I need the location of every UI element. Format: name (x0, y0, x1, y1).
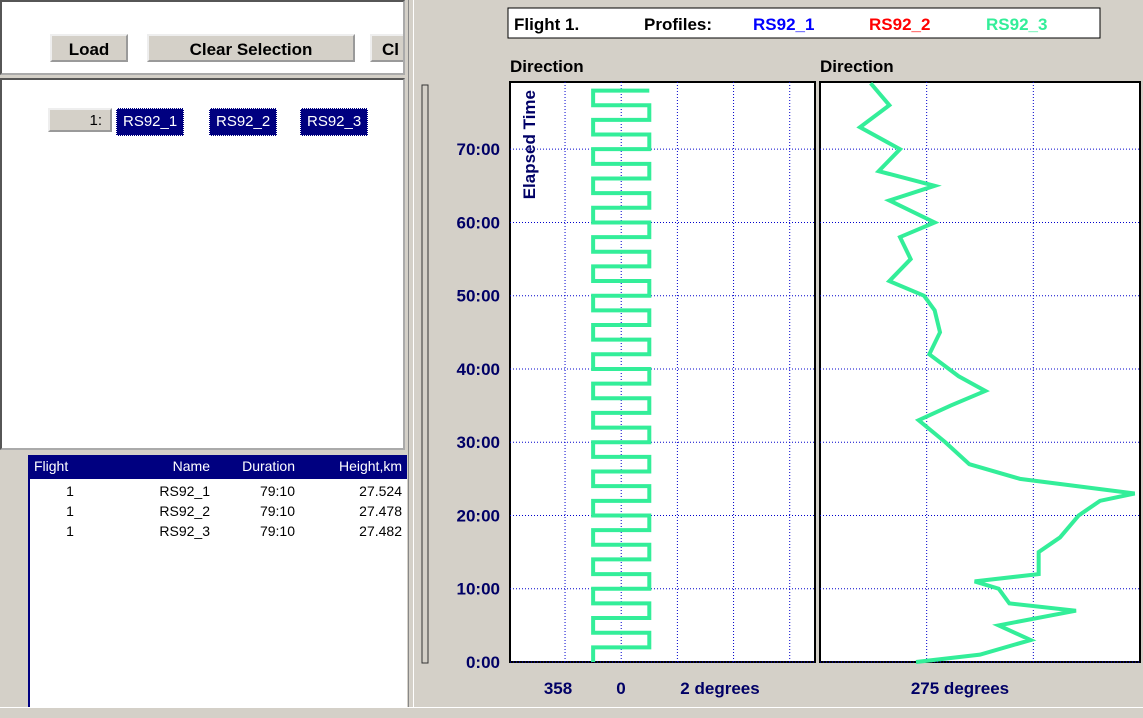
profile-legend: RS92_3 (986, 15, 1047, 34)
clear-selection-button[interactable]: Clear Selection (147, 34, 355, 62)
profile-line (591, 88, 652, 662)
y-tick-label: 50:00 (457, 287, 500, 306)
table-cell: 79:10 (259, 503, 295, 519)
flight-label: Flight 1. (514, 15, 579, 34)
profile-tag[interactable]: RS92_2 (209, 108, 278, 136)
table-cell: 27.478 (359, 503, 402, 519)
profile-line (856, 81, 1136, 664)
table-cell: RS92_2 (159, 503, 210, 519)
table-cell: 1 (66, 523, 74, 539)
toolbar: Load Clear Selection Cl (0, 0, 405, 75)
chart-header-box (507, 7, 1101, 39)
table-cell: Flight (34, 458, 69, 474)
x-axis-label: 0 (616, 679, 625, 698)
y-axis-label: Elapsed Time (520, 90, 539, 199)
y-tick-label: 60:00 (457, 213, 500, 232)
divider (408, 0, 414, 707)
table-cell: 1 (66, 503, 74, 519)
y-tick-label: 70:00 (457, 140, 500, 159)
chart-area: Flight 1. Profiles: RS92_1 RS92_2 RS92_3 Dire… (421, 7, 1141, 698)
flight-button[interactable]: 1: (48, 108, 112, 132)
y-tick-label: 20:00 (457, 506, 500, 525)
slider[interactable] (421, 84, 429, 664)
x-axis-label: 358 (544, 679, 572, 698)
panel-title: Direction (820, 57, 894, 76)
table-cell: 27.524 (359, 483, 402, 499)
profile-legend: RS92_1 (753, 15, 814, 34)
profile-tag[interactable]: RS92_1 (116, 108, 185, 136)
y-tick-label: 10:00 (457, 580, 500, 599)
table-cell: 27.482 (359, 523, 402, 539)
table-cell: Name (172, 458, 210, 474)
panel-title: Direction (510, 57, 584, 76)
y-tick-label: 0:00 (466, 653, 500, 672)
table-cell: Duration (242, 458, 295, 474)
load-button[interactable]: Load (50, 34, 128, 62)
profile-legend: RS92_2 (869, 15, 930, 34)
plot-panel (509, 81, 816, 663)
table-cell: Height,km (338, 458, 402, 474)
x-axis-label: 2 degrees (680, 679, 759, 698)
table-cell: RS92_1 (159, 483, 210, 499)
status-bar (0, 707, 1143, 718)
clear-button[interactable]: Cl (370, 34, 403, 62)
y-tick-label: 40:00 (457, 360, 500, 379)
table-cell: RS92_3 (159, 523, 210, 539)
flight-table: Flight Name Duration Height,km 1 RS92_1 79:10 2… (28, 455, 407, 707)
table-cell: 1 (66, 483, 74, 499)
profile-tag[interactable]: RS92_3 (300, 108, 369, 136)
table-header (30, 455, 407, 479)
profiles-label: Profiles: (644, 15, 712, 34)
y-tick-label: 30:00 (457, 433, 500, 452)
table-cell: 79:10 (259, 483, 295, 499)
plot-panel (819, 81, 1141, 663)
x-axis-label: 275 degrees (911, 679, 1009, 698)
flight-list: 1: RS92_1 RS92_2 RS92_3 (0, 78, 405, 450)
table-cell: 79:10 (259, 523, 295, 539)
